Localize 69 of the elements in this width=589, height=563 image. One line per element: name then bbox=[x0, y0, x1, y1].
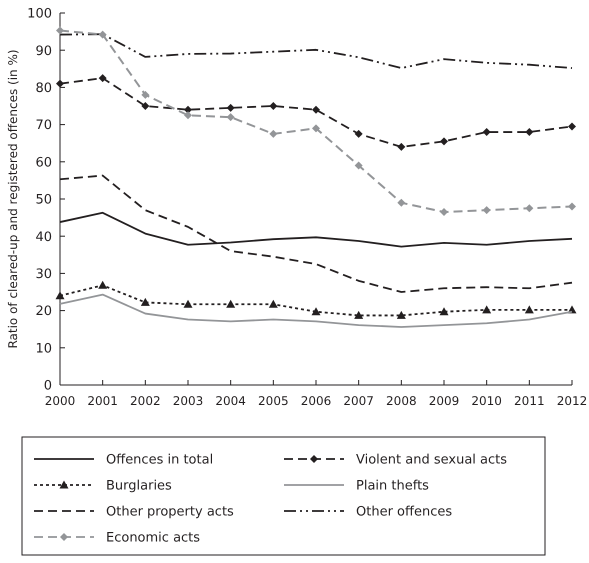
point bbox=[482, 206, 491, 214]
point bbox=[56, 291, 64, 300]
legend-label: Economic acts bbox=[106, 530, 200, 546]
x-tick-label: 2011 bbox=[514, 394, 545, 408]
y-tick-label: 20 bbox=[35, 304, 52, 320]
point bbox=[98, 280, 108, 289]
point bbox=[56, 80, 64, 88]
x-tick-label: 2010 bbox=[471, 394, 502, 408]
y-tick-label: 30 bbox=[35, 266, 52, 282]
point bbox=[440, 137, 448, 146]
legend-label: Burglaries bbox=[106, 478, 172, 494]
point bbox=[269, 130, 278, 138]
x-tick-label: 2007 bbox=[343, 394, 374, 408]
point bbox=[354, 162, 363, 170]
point bbox=[312, 307, 320, 316]
point bbox=[56, 26, 64, 34]
point bbox=[140, 298, 150, 306]
x-tick-label: 2002 bbox=[130, 394, 161, 408]
point bbox=[98, 74, 107, 82]
point bbox=[568, 122, 576, 130]
y-tick-label: 80 bbox=[35, 80, 52, 96]
y-tick-label: 100 bbox=[27, 6, 52, 22]
point bbox=[524, 305, 534, 314]
legend-label: Offences in total bbox=[106, 452, 214, 468]
point bbox=[354, 310, 364, 319]
y-tick-label: 10 bbox=[35, 341, 52, 356]
x-tick-label: 2006 bbox=[300, 394, 332, 408]
point bbox=[141, 102, 150, 110]
point bbox=[184, 111, 192, 120]
point bbox=[440, 208, 448, 216]
y-tick-label: 60 bbox=[35, 155, 52, 170]
y-tick-label: 50 bbox=[35, 192, 52, 208]
x-tick-label: 2012 bbox=[556, 394, 588, 408]
point bbox=[525, 128, 534, 136]
y-tick-label: 70 bbox=[35, 118, 52, 134]
y-tick-label: 40 bbox=[35, 230, 52, 245]
point bbox=[396, 310, 406, 319]
x-tick-label: 2003 bbox=[172, 394, 204, 408]
point bbox=[226, 300, 236, 308]
legend-label: Violent and sexual acts bbox=[356, 452, 508, 468]
legend-label: Plain thefts bbox=[356, 478, 430, 494]
point bbox=[525, 204, 534, 212]
point bbox=[397, 198, 406, 207]
point bbox=[226, 104, 235, 112]
point bbox=[482, 128, 491, 136]
y-axis-title: Ratio of cleared-up and registered offences (in %) bbox=[6, 49, 20, 349]
x-tick-label: 2005 bbox=[258, 394, 289, 408]
x-tick-label: 2004 bbox=[215, 394, 246, 408]
point bbox=[354, 130, 363, 138]
point bbox=[226, 113, 235, 122]
point bbox=[184, 300, 192, 308]
point bbox=[141, 90, 150, 99]
point bbox=[98, 30, 107, 39]
y-tick-label: 0 bbox=[44, 378, 52, 394]
point bbox=[440, 307, 448, 316]
point bbox=[269, 102, 278, 110]
point bbox=[397, 142, 406, 151]
x-tick-label: 2001 bbox=[87, 394, 118, 408]
point bbox=[268, 300, 278, 308]
x-tick-label: 2000 bbox=[44, 394, 76, 408]
x-tick-label: 2008 bbox=[386, 394, 417, 408]
legend-label: Other property acts bbox=[106, 504, 234, 520]
point bbox=[568, 202, 576, 210]
x-tick-label: 2009 bbox=[428, 394, 460, 408]
y-tick-label: 90 bbox=[35, 44, 52, 59]
point bbox=[482, 305, 492, 314]
point bbox=[312, 106, 320, 114]
point bbox=[312, 124, 320, 132]
legend-label: Other offences bbox=[356, 504, 452, 520]
